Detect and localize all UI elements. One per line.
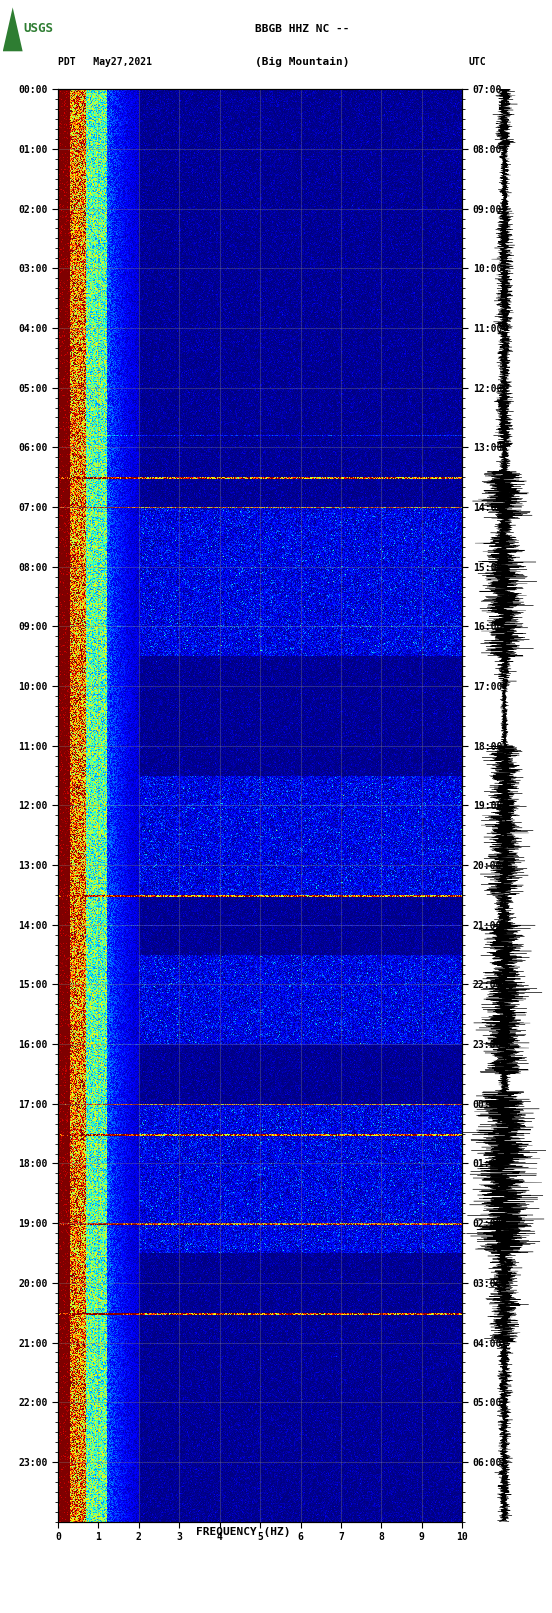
Polygon shape: [3, 8, 23, 52]
Text: UTC: UTC: [468, 56, 486, 66]
Text: FREQUENCY (HZ): FREQUENCY (HZ): [197, 1526, 291, 1537]
Text: (Big Mountain): (Big Mountain): [255, 56, 349, 66]
Text: USGS: USGS: [24, 21, 54, 34]
Text: PDT   May27,2021: PDT May27,2021: [58, 56, 152, 66]
Text: BBGB HHZ NC --: BBGB HHZ NC --: [255, 24, 349, 34]
